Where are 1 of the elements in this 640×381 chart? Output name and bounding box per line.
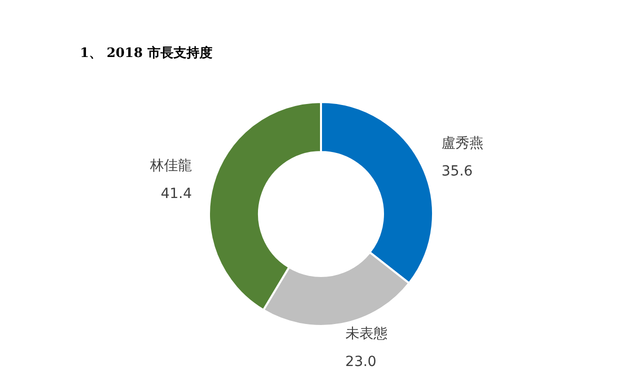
title: 1、 2018 市長支持度 xyxy=(80,46,212,61)
